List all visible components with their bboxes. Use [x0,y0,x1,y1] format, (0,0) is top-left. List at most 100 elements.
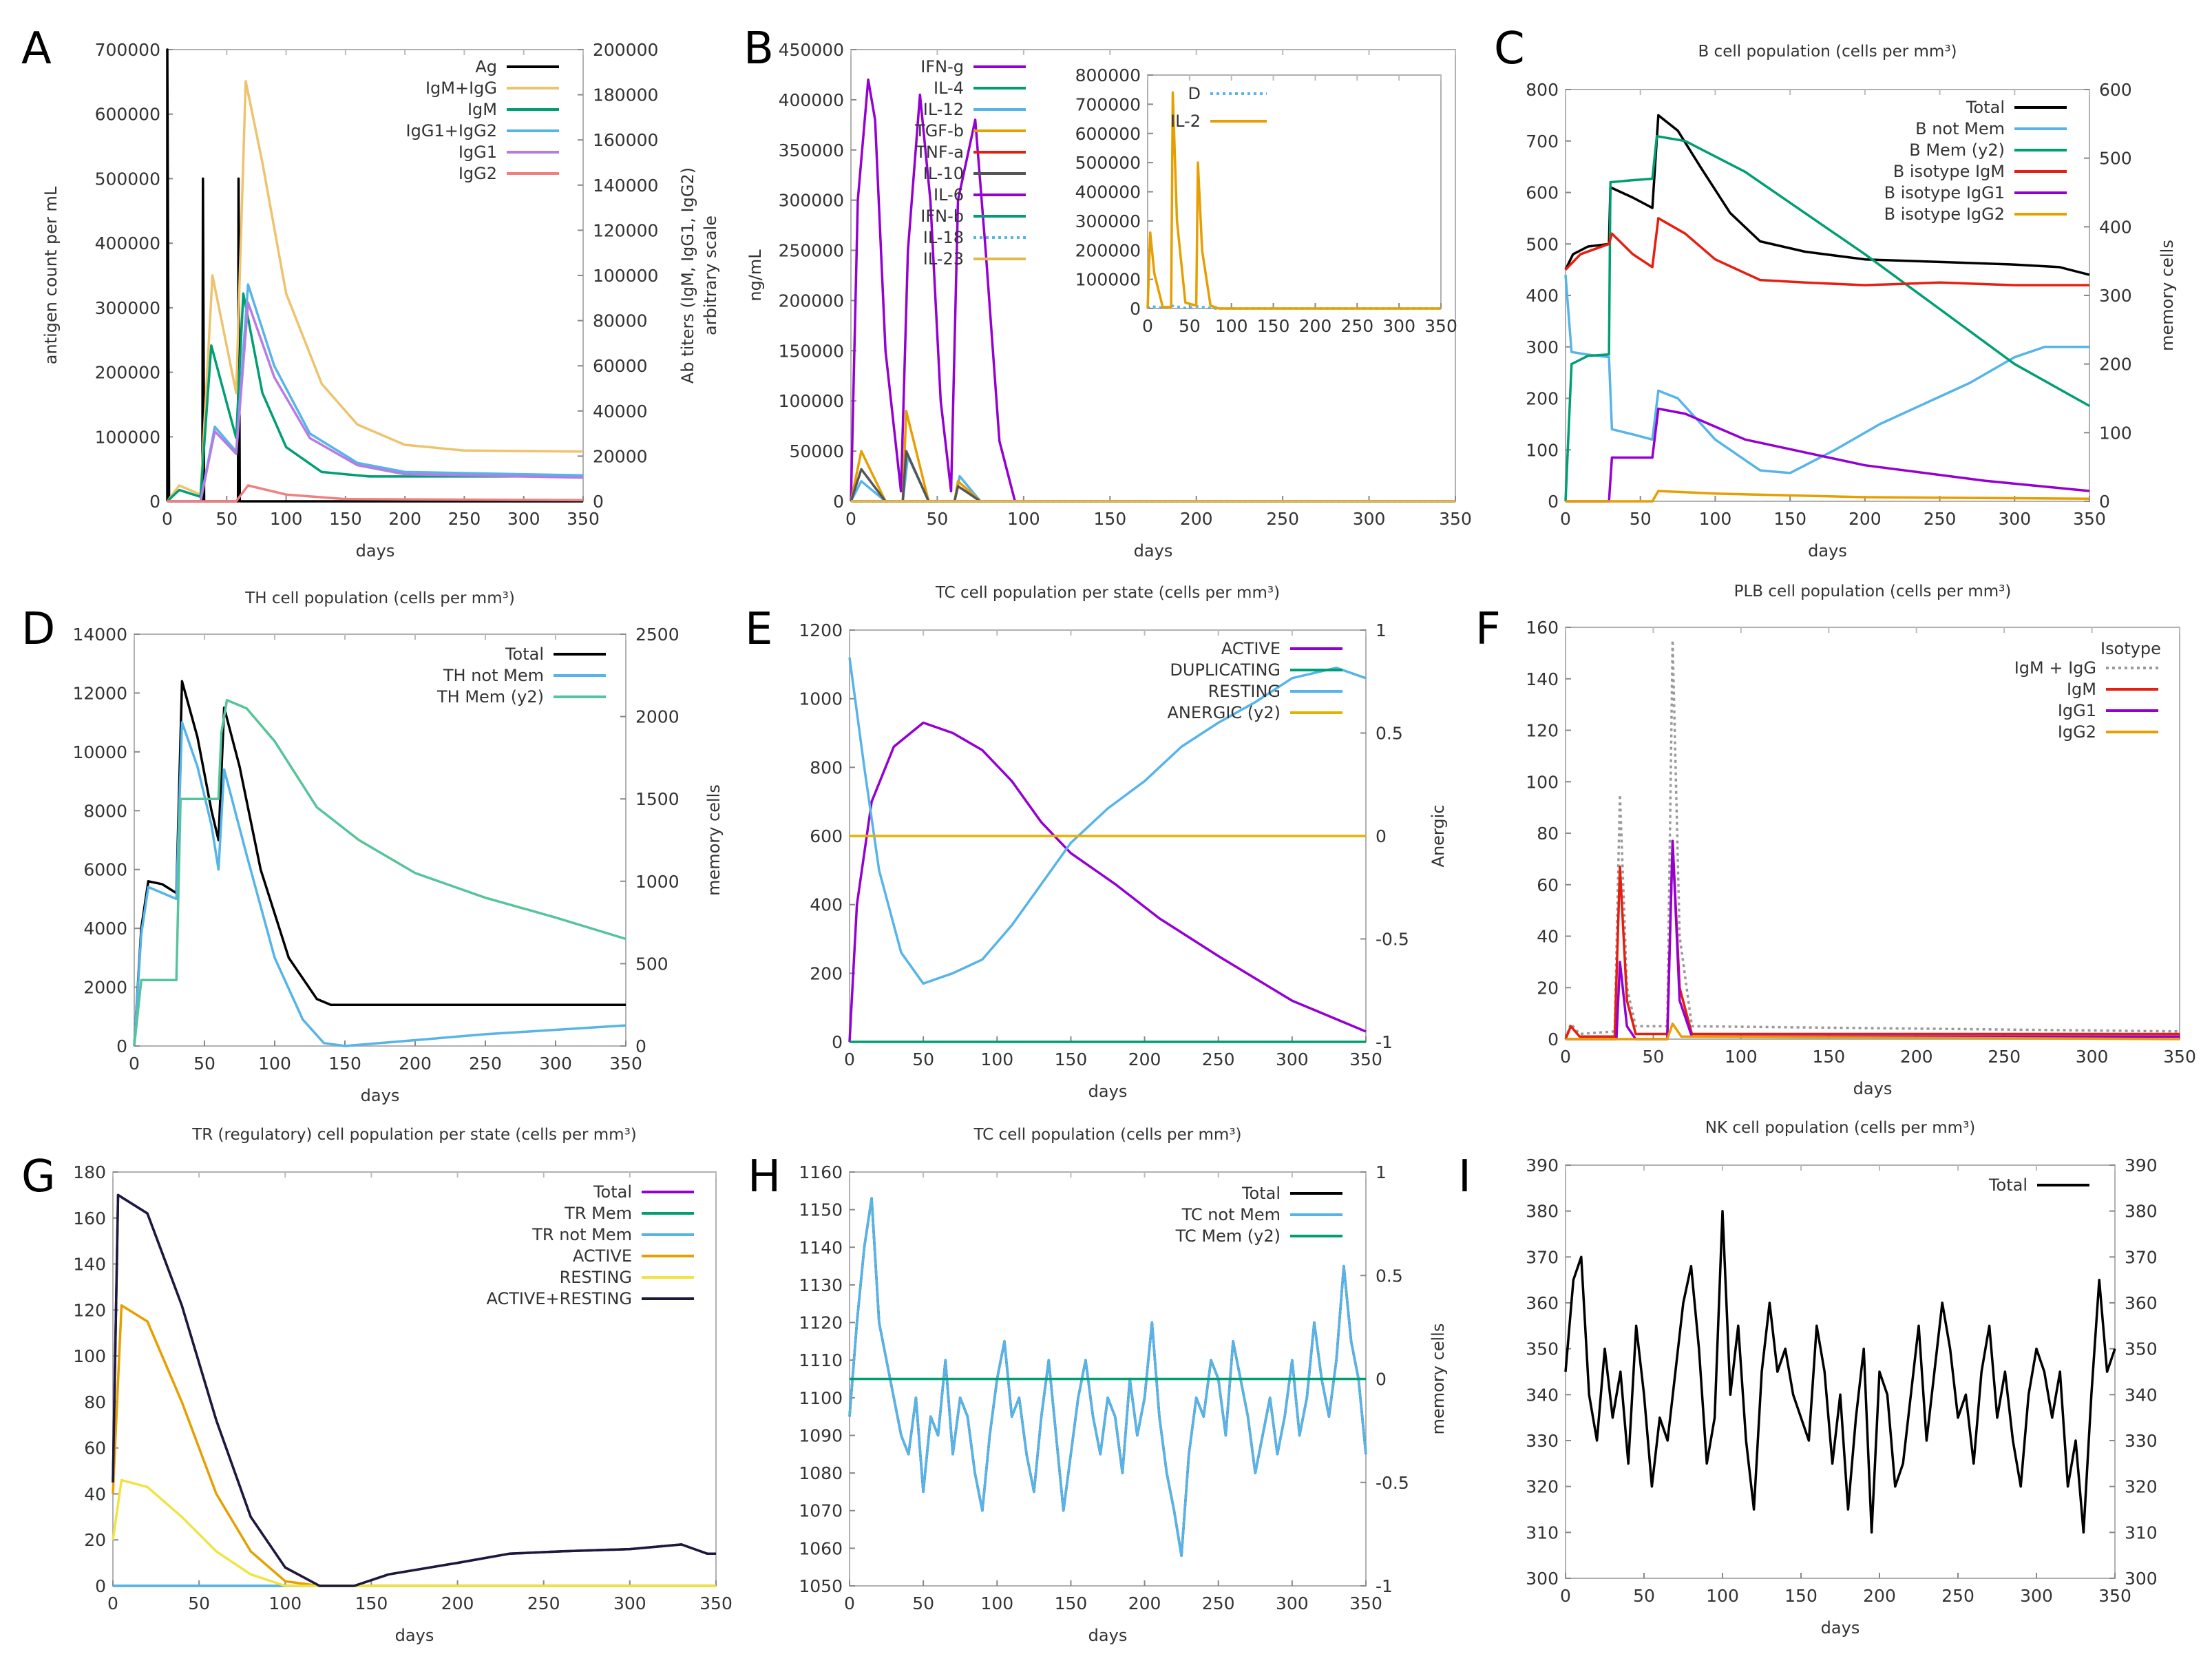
y-tick-label: 120 [73,1300,106,1320]
x-tick-label: 350 [1439,509,1472,529]
y-tick-label: 12000 [72,683,127,703]
y-tick-label: 800 [1526,80,1559,100]
plot-frame [167,49,584,502]
y-tick-label: 80 [1537,824,1559,844]
y-tick-label: 0 [149,492,160,512]
y2-tick-label: 380 [2125,1202,2158,1222]
x-tick-label: 0 [1142,316,1153,336]
y-tick-label: 500000 [95,169,160,189]
y2-tick-label: 80000 [593,311,648,331]
x-axis-label: days [1088,1626,1128,1645]
series-line-resting [848,657,1367,985]
y-tick-label: 140 [73,1255,106,1275]
series-line-tgf-b [850,410,1455,503]
y-tick-label: 1120 [799,1313,843,1333]
x-tick-label: 250 [469,1054,502,1074]
legend-entry: Total [505,645,544,664]
x-tick-label: 50 [927,509,949,529]
x-tick-label: 250 [1202,1049,1235,1069]
y2-tick-label: -0.5 [1376,1473,1409,1493]
legend-entry: IL-2 [1170,112,1201,131]
y-tick-label: 350000 [779,140,844,160]
y-tick-label: 1150 [799,1200,843,1220]
x-tick-label: 50 [1643,1047,1665,1067]
y-tick-label: 330 [1526,1431,1559,1451]
x-tick-label: 50 [912,1593,934,1613]
y2-tick-label: 1000 [635,872,680,892]
series-line-igg2 [167,484,584,503]
y2-tick-label: 0 [635,1036,646,1056]
series-line-igm [1564,839,2180,1040]
y2-axis-label: Ab titers (IgM, IgG1, IgG2) [678,167,697,384]
y2-tick-label: 60000 [593,356,648,376]
y-tick-label: 1000 [799,689,843,709]
series-line-tc-not-mem [848,1197,1367,1558]
chart-title: TC cell population (cells per mm³) [973,1126,1241,1144]
legend-entry: IgM [467,100,497,119]
x-tick-label: 350 [567,509,600,529]
legend-title: Isotype [2100,639,2161,658]
y-tick-label: 1090 [799,1425,843,1445]
y-tick-label: 200000 [779,291,844,311]
legend-entry: TR not Mem [531,1225,632,1244]
y2-tick-label: 40000 [593,401,648,421]
y2-tick-label: 120000 [593,220,658,240]
y-tick-label: 1070 [799,1501,843,1521]
y2-tick-label: 0 [1376,1370,1387,1390]
x-axis-label: days [1088,1082,1128,1101]
legend: Total TC not Mem TC Mem (y2) [1175,1184,1342,1246]
y2-tick-label: 0 [2099,492,2110,512]
x-tick-label: 300 [1998,509,2031,529]
y-tick-label: 1050 [799,1576,843,1596]
legend-entry: IL-6 [934,185,964,205]
series-line-il-10 [850,450,1455,503]
series-line-active [848,721,1367,1043]
y-tick-label: 400000 [779,90,844,110]
legend: IgM + IgG IgM IgG1 IgG2 [2014,658,2158,742]
chart-title: NK cell population (cells per mm³) [1705,1119,1976,1137]
y2-axis-label: memory cells [2158,240,2177,351]
x-tick-label: 350 [2098,1586,2131,1606]
legend-entry: B Mem (y2) [1909,140,2005,160]
y-tick-label: 200 [1526,389,1559,409]
y2-tick-label: 1500 [635,789,680,809]
y-axis-label: antigen count per mL [41,186,61,364]
series-line-th-not-mem [133,721,626,1047]
y-tick-label: 0 [833,492,844,512]
x-tick-label: 50 [215,509,238,529]
y-tick-label: 300000 [1075,211,1141,231]
y-tick-label: 2000 [83,978,127,998]
legend-entry: Total [1988,1175,2027,1195]
x-axis-label: days [356,541,395,561]
chart-title: B cell population (cells per mm³) [1698,43,1957,61]
x-tick-label: 200 [1180,509,1213,529]
x-tick-label: 300 [2076,1047,2109,1067]
legend: D IL-2 [1170,84,1267,131]
y-tick-label: 700 [1526,132,1559,151]
x-tick-label: 100 [1706,1586,1739,1606]
x-tick-label: 250 [527,1593,560,1613]
legend: Ag IgM+IgG IgM IgG1+IgG2 IgG1 IgG2 [406,57,559,183]
chart-panel-i: I NK cell population (cells per mm³) 0 50 10… [1458,1119,2158,1638]
legend: Total B not Mem B Mem (y2) B isotype IgM B i… [1884,98,2067,224]
legend: Total TH not Mem TH Mem (y2) [436,645,606,707]
y2-tick-label: 320 [2125,1477,2158,1497]
series-line-b-mem-y2- [1564,135,2090,502]
x-tick-label: 0 [844,1049,855,1069]
chart-title: TC cell population per state (cells per … [935,584,1280,602]
y-tick-label: 1140 [799,1237,843,1257]
legend-entry: Ag [475,57,497,76]
y-tick-label: 0 [1130,299,1141,319]
y-tick-label: 0 [1548,1029,1559,1049]
chart-panel-f: F PLB cell population (cells per mm³) 0 50 1… [1475,583,2196,1098]
y-tick-label: 14000 [72,625,127,645]
y2-tick-label: 350 [2125,1339,2158,1359]
y-tick-label: 400 [1526,286,1559,306]
x-axis-label: days [1821,1618,1860,1638]
y-tick-label: 100 [1526,772,1559,792]
y2-tick-label: 500 [2099,149,2132,169]
x-tick-label: 100 [270,509,303,529]
y-tick-label: 140 [1526,669,1559,689]
legend: IFN-g IL-4 IL-12 TGF-b TNF-a IL-10 IL-6 IFN-b IL… [914,57,1026,269]
plot-frame [112,1171,717,1587]
